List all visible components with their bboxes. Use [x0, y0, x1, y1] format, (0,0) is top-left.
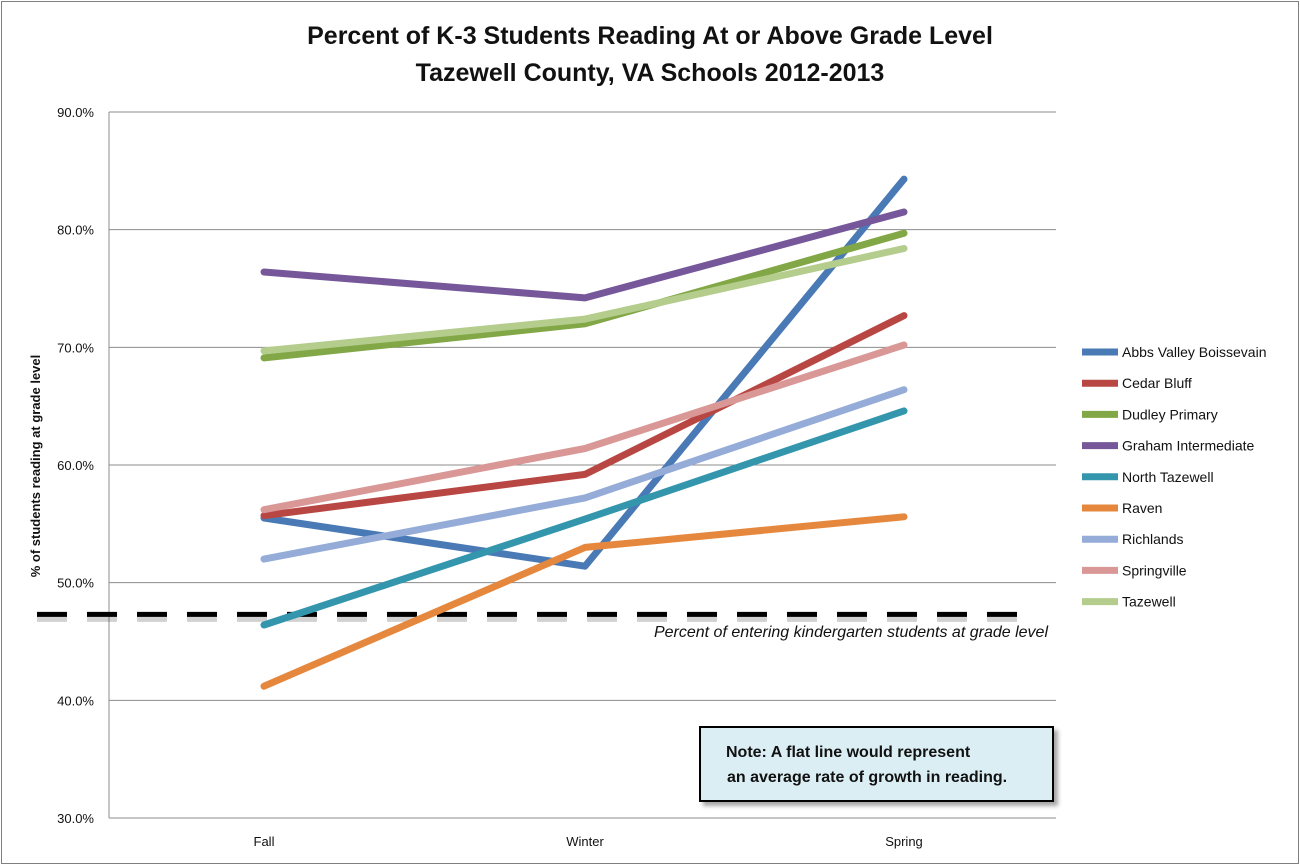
legend-label: Raven [1122, 500, 1162, 516]
y-tick-label: 90.0% [57, 105, 94, 120]
reference-line-group [37, 611, 1022, 622]
y-tick-label: 60.0% [57, 458, 94, 473]
series-line [260, 341, 908, 514]
note-box: Note: A flat line would represent an ave… [699, 726, 1054, 802]
series-line [260, 229, 908, 362]
legend-label: Tazewell [1122, 594, 1176, 610]
legend-label: Abbs Valley Boissevain [1122, 344, 1266, 360]
legend-label: Cedar Bluff [1122, 375, 1192, 391]
legend-label: North Tazewell [1122, 469, 1214, 485]
y-axis-ticks: 30.0% 40.0% 50.0% 60.0% 70.0% 80.0% 90.0% [57, 105, 94, 826]
series-line [260, 208, 908, 302]
x-tick-label: Winter [566, 834, 604, 849]
note-line-2: an average rate of growth in reading. [727, 769, 1008, 786]
y-tick-label: 80.0% [57, 223, 94, 238]
chart-title-line-2: Tazewell County, VA Schools 2012-2013 [416, 59, 885, 87]
legend: Abbs Valley Boissevain Cedar Bluff Dudley … [1082, 344, 1266, 610]
series-line [260, 407, 908, 629]
y-tick-label: 30.0% [57, 811, 94, 826]
reference-line-label: Percent of entering kindergarten student… [654, 624, 1048, 641]
series-lines [260, 175, 908, 690]
series-line [260, 513, 908, 690]
y-tick-label: 40.0% [57, 693, 94, 708]
legend-label: Graham Intermediate [1122, 438, 1254, 454]
gridlines [108, 111, 1056, 819]
y-tick-label: 70.0% [57, 340, 94, 355]
note-line-1: Note: A flat line would represent [726, 744, 971, 761]
legend-label: Springville [1122, 562, 1187, 578]
series-line [260, 245, 908, 355]
x-tick-label: Spring [885, 834, 923, 849]
legend-label: Dudley Primary [1122, 406, 1218, 422]
series-line [260, 312, 908, 520]
x-tick-label: Fall [254, 834, 275, 849]
y-axis-label: % of students reading at grade level [28, 355, 43, 578]
series-line [260, 386, 908, 563]
chart-title-line-1: Percent of K-3 Students Reading At or Ab… [307, 22, 993, 50]
legend-label: Richlands [1122, 531, 1183, 547]
x-axis-ticks: Fall Winter Spring [254, 834, 923, 849]
series-line [260, 175, 908, 570]
y-tick-label: 50.0% [57, 576, 94, 591]
